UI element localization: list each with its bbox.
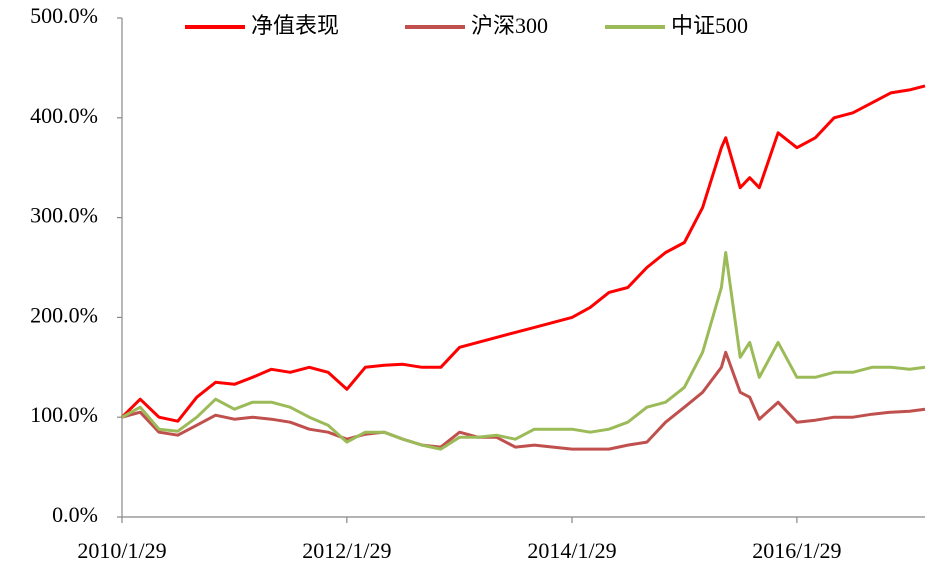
series-line [121,251,926,451]
y-tick-label: 300.0% [30,203,98,228]
y-tick-label: 200.0% [30,302,98,327]
y-tick-label: 500.0% [30,3,98,28]
x-tick-label: 2014/1/29 [527,538,616,563]
y-tick-label: 400.0% [30,103,98,128]
x-tick-label: 2012/1/29 [302,538,391,563]
legend-label: 中证500 [671,13,748,38]
y-tick-label: 0.0% [52,502,98,527]
x-tick-label: 2016/1/29 [752,538,841,563]
y-tick-label: 100.0% [30,402,98,427]
legend-label: 净值表现 [251,13,339,38]
legend-label: 沪深300 [471,13,548,38]
series-line [121,350,926,451]
x-tick-label: 2010/1/29 [77,538,166,563]
series-line [120,84,926,423]
